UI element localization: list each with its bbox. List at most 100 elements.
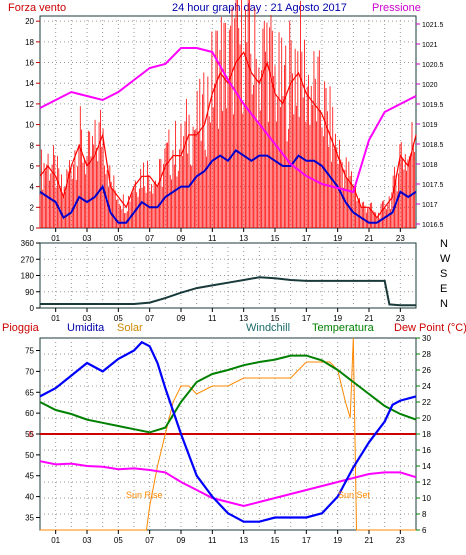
legend-solar: Solar [117,322,143,334]
dew-point-line [39,460,417,508]
y2-tick-label: 6 [422,526,427,535]
y2-tick-label: 28 [422,350,431,359]
x-tick-label: 03 [83,314,92,323]
x-tick-label: 13 [239,536,248,545]
wind-speed-line [39,50,417,219]
x-tick-label: 09 [177,536,186,545]
x-tick-label: 17 [302,536,311,545]
x-tick-label: 23 [396,234,405,243]
y-tick-label: 45 [25,472,34,481]
x-tick-label: 19 [333,234,342,243]
wind-speed-axis: 0 2 4 6 8 10 12 14 16 18 20 [25,17,40,233]
x-tick-label: 11 [208,536,217,545]
y2-tick-label: 1018 [422,162,438,169]
y-tick-label: 0 [30,224,35,233]
wind-direction-line [40,276,416,307]
y2-tick-label: 1019.5 [422,102,444,109]
temperature-line [39,354,417,434]
x-tick-label: 05 [114,234,123,243]
y-tick-label: 90 [25,288,34,297]
y-tick-label: 0 [30,304,35,313]
x-tick-label: 15 [271,536,280,545]
x-tick-label: 19 [333,314,342,323]
legend-temperature: Temperatura [312,322,375,334]
y-tick-label: 40 [25,493,34,502]
y-tick-label: 360 [21,239,35,248]
y-tick-label: 18 [25,38,34,47]
y2-tick-label: 22 [422,398,431,407]
y-tick-label: 60 [25,409,34,418]
direction-axis: 0 90 180 270 360 [21,239,40,313]
y-tick-label: 35 [25,513,34,522]
x-tick-label: 07 [145,536,154,545]
x-tick-label: 15 [271,314,280,323]
x-tick-label: 09 [177,314,186,323]
x-tick-label: 11 [208,314,217,323]
y-tick-label: 6 [30,162,35,171]
legend-windchill: Windchill [246,322,290,334]
compass-w: W [440,253,451,265]
x-tick-label: 15 [271,234,280,243]
y2-tick-label: 14 [422,462,431,471]
legend-humidity: Umidita [67,322,105,334]
y2-tick-label: 24 [422,382,431,391]
x-tick-label: 01 [51,314,60,323]
x-tick-label: 01 [51,536,60,545]
x-tick-label: 03 [83,536,92,545]
compass-n: N [440,298,448,310]
sun-rise-label: Sun Rise [126,490,163,500]
y2-tick-label: 1021 [422,42,438,49]
x-tick-label: 21 [365,314,374,323]
x-tick-label: 13 [239,234,248,243]
legend-rain: Pioggia [2,322,40,334]
y2-tick-label: 10 [422,494,431,503]
x-tick-label: 11 [208,234,217,243]
y2-tick-label: 12 [422,478,431,487]
chart-title: 24 hour graph day : 21 Agosto 2017 [172,2,347,14]
temperature-panel-x-axis: 01 03 05 07 09 11 13 15 17 19 21 23 [51,530,405,545]
humidity-axis: 35 40 45 50 55 60 65 70 75 [25,347,40,522]
y-tick-label: 12 [25,100,34,109]
x-tick-label: 05 [114,536,123,545]
gust-bars [39,0,416,228]
x-tick-label: 09 [177,234,186,243]
pressure-label: Pressione [372,2,421,14]
y2-tick-label: 1021.5 [422,22,444,29]
y-tick-label: 55 [25,430,34,439]
y2-tick-label: 26 [422,366,431,375]
x-tick-label: 17 [302,314,311,323]
y-tick-label: 16 [25,59,34,68]
y2-tick-label: 1019 [422,122,438,129]
y2-tick-label: 1018.5 [422,142,444,149]
solar-line [40,337,416,531]
temperature-axis: 6 8 10 12 14 16 18 20 22 24 26 28 30 [416,334,431,535]
y-tick-label: 180 [21,272,35,281]
pressure-line [39,47,417,194]
x-tick-label: 21 [365,234,374,243]
average-wind-line [39,149,417,224]
x-tick-label: 01 [51,234,60,243]
direction-panel-grid [40,243,416,308]
wind-speed-label: Forza vento [8,2,66,14]
y2-tick-label: 1017.5 [422,182,444,189]
x-tick-label: 21 [365,536,374,545]
y2-tick-label: 1016.5 [422,222,444,229]
y2-tick-label: 1017 [422,202,438,209]
humidity-line [39,340,417,523]
x-tick-label: 19 [333,536,342,545]
x-tick-label: 17 [302,234,311,243]
y-tick-label: 75 [25,347,34,356]
y2-tick-label: 8 [422,510,427,519]
y-tick-label: 20 [25,17,34,26]
x-tick-label: 23 [396,314,405,323]
wind-panel-x-axis: 01 03 05 07 09 11 13 15 17 19 21 23 [51,228,405,243]
sun-set-label: Sun Set [338,490,371,500]
y-tick-label: 4 [30,183,35,192]
y2-tick-label: 20 [422,414,431,423]
x-tick-label: 05 [114,314,123,323]
y-tick-label: 70 [25,367,34,376]
direction-panel-x-axis: 01 03 05 07 09 11 13 15 17 19 21 23 [51,308,405,323]
y-tick-label: 2 [30,203,35,212]
